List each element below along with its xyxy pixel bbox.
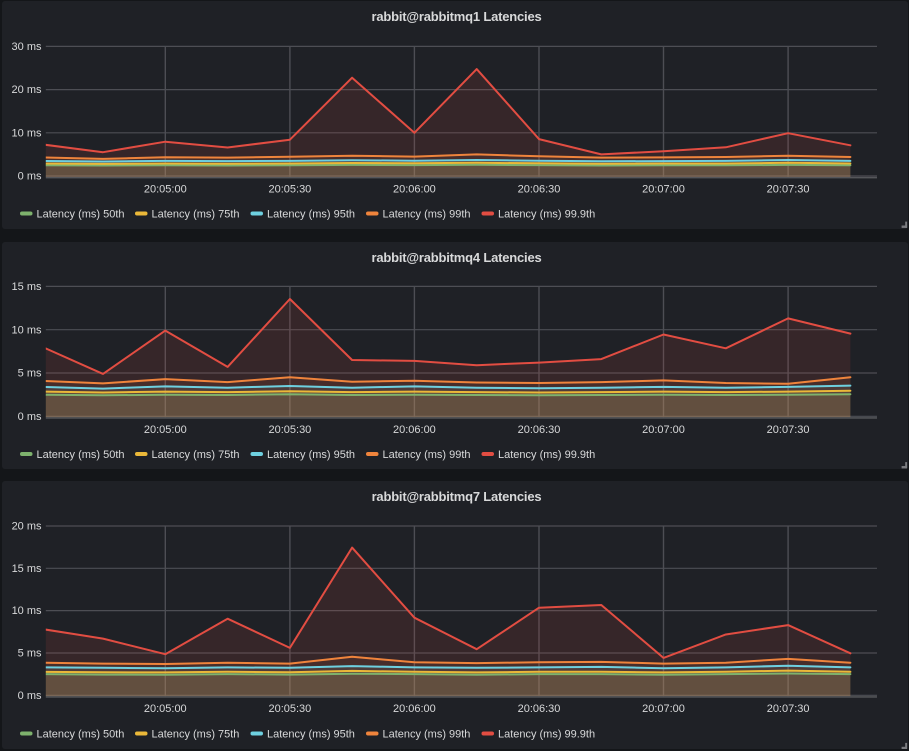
svg-text:20:05:00: 20:05:00	[144, 424, 187, 436]
svg-text:Latency (ms) 95th: Latency (ms) 95th	[267, 728, 355, 740]
svg-text:Latency (ms) 99.9th: Latency (ms) 99.9th	[498, 209, 595, 221]
svg-text:10 ms: 10 ms	[12, 605, 42, 617]
svg-text:Latency (ms) 99th: Latency (ms) 99th	[383, 449, 471, 461]
svg-text:20:07:30: 20:07:30	[767, 702, 810, 714]
svg-text:0 ms: 0 ms	[18, 171, 42, 183]
svg-text:0 ms: 0 ms	[18, 410, 42, 422]
svg-text:20 ms: 20 ms	[12, 84, 42, 96]
svg-text:Latency (ms) 75th: Latency (ms) 75th	[152, 728, 240, 740]
svg-text:Latency (ms) 50th: Latency (ms) 50th	[37, 449, 125, 461]
svg-text:20:05:00: 20:05:00	[144, 702, 187, 714]
svg-text:15 ms: 15 ms	[12, 562, 42, 574]
svg-text:Latency (ms) 75th: Latency (ms) 75th	[152, 209, 240, 221]
svg-text:Latency (ms) 95th: Latency (ms) 95th	[267, 209, 355, 221]
svg-text:10 ms: 10 ms	[12, 324, 42, 336]
svg-text:5 ms: 5 ms	[18, 367, 42, 379]
svg-text:rabbit@rabbitmq4 Latencies: rabbit@rabbitmq4 Latencies	[371, 250, 541, 265]
svg-text:20:07:00: 20:07:00	[642, 183, 685, 195]
svg-text:20:06:00: 20:06:00	[393, 702, 436, 714]
svg-text:20:05:30: 20:05:30	[269, 702, 312, 714]
svg-text:20:05:30: 20:05:30	[268, 183, 311, 195]
svg-text:Latency (ms) 75th: Latency (ms) 75th	[152, 449, 240, 461]
svg-text:20:05:30: 20:05:30	[268, 424, 311, 436]
svg-text:Latency (ms) 99.9th: Latency (ms) 99.9th	[498, 728, 595, 740]
svg-text:Latency (ms) 99th: Latency (ms) 99th	[383, 728, 471, 740]
svg-text:Latency (ms) 99.9th: Latency (ms) 99.9th	[498, 449, 595, 461]
svg-text:rabbit@rabbitmq7 Latencies: rabbit@rabbitmq7 Latencies	[372, 489, 542, 504]
svg-text:20:06:00: 20:06:00	[393, 183, 436, 195]
svg-text:20:06:30: 20:06:30	[518, 183, 561, 195]
svg-text:20:06:00: 20:06:00	[393, 424, 436, 436]
svg-text:20:07:00: 20:07:00	[642, 702, 685, 714]
svg-text:30 ms: 30 ms	[12, 41, 42, 53]
svg-text:20:05:00: 20:05:00	[144, 183, 187, 195]
svg-text:20 ms: 20 ms	[12, 520, 42, 532]
svg-text:20:07:30: 20:07:30	[767, 183, 810, 195]
svg-text:Latency (ms) 50th: Latency (ms) 50th	[37, 209, 125, 221]
svg-text:Latency (ms) 50th: Latency (ms) 50th	[37, 728, 125, 740]
svg-text:20:06:30: 20:06:30	[518, 702, 561, 714]
svg-text:15 ms: 15 ms	[12, 281, 42, 293]
svg-text:10 ms: 10 ms	[12, 127, 42, 139]
svg-text:20:06:30: 20:06:30	[518, 424, 561, 436]
svg-text:rabbit@rabbitmq1 Latencies: rabbit@rabbitmq1 Latencies	[371, 9, 541, 24]
svg-text:5 ms: 5 ms	[18, 647, 42, 659]
svg-text:Latency (ms) 95th: Latency (ms) 95th	[267, 449, 355, 461]
svg-text:20:07:00: 20:07:00	[642, 424, 685, 436]
svg-text:Latency (ms) 99th: Latency (ms) 99th	[383, 209, 471, 221]
svg-text:20:07:30: 20:07:30	[767, 424, 810, 436]
svg-text:0 ms: 0 ms	[18, 689, 42, 701]
